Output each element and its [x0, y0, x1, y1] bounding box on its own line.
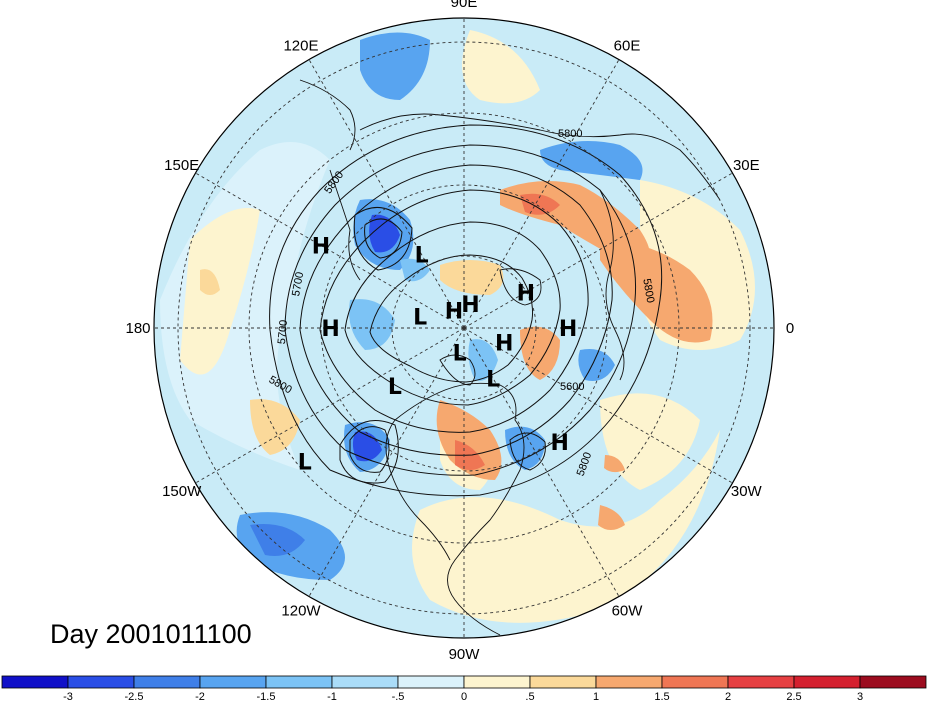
colorbar-label: -2: [195, 691, 205, 702]
colorbar: -3 -2.5 -2 -1.5 -1 -.5 0 .5 1 1.5 2 2.5 3: [1, 675, 927, 702]
colorbar-label: 1: [593, 691, 599, 702]
longitude-label: 90E: [451, 0, 478, 11]
colorbar-label: .5: [525, 691, 534, 702]
longitude-label: 60E: [614, 38, 641, 55]
colorbar-swatch: [199, 675, 267, 689]
low-pressure-marker: L: [486, 367, 500, 392]
high-pressure-marker: H: [312, 234, 330, 259]
longitude-label: 150W: [162, 483, 202, 500]
longitude-labels: 90E 60E 30E 0 30W 60W 90W 120W 150W 180 150E 120E: [125, 0, 794, 663]
colorbar-label: -1: [327, 691, 337, 702]
meridian-line: [463, 59, 620, 329]
colorbar-label: 3: [857, 691, 863, 702]
graticule: [154, 18, 774, 638]
meridian-line: [308, 59, 465, 329]
colorbar-swatch: [1, 675, 69, 689]
meridian-line: [195, 172, 465, 329]
longitude-label: 180: [125, 320, 150, 337]
high-pressure-marker: H: [445, 300, 463, 325]
colorbar-swatch: [331, 675, 399, 689]
longitude-label: 120W: [281, 602, 321, 619]
contour-label: 5600: [560, 381, 584, 393]
contour-label: 5800: [558, 128, 582, 140]
colorbar-swatch: [463, 675, 531, 689]
contour-label: 5800: [640, 278, 656, 304]
map-title: Day 2001011100: [50, 619, 252, 649]
low-pressure-marker: L: [298, 451, 312, 476]
high-pressure-marker: H: [321, 317, 339, 342]
colorbar-label: 2: [725, 691, 731, 702]
colorbar-swatch: [529, 675, 597, 689]
high-pressure-marker: H: [517, 281, 535, 306]
longitude-label: 0: [786, 320, 794, 337]
colorbar-label: -2.5: [125, 691, 144, 702]
colorbar-label: 2.5: [786, 691, 801, 702]
colorbar-label: 1.5: [654, 691, 669, 702]
high-pressure-marker: H: [550, 431, 568, 456]
meridian-line: [195, 327, 465, 484]
colorbar-label: -.5: [392, 691, 405, 702]
longitude-label: 90W: [449, 646, 481, 663]
colorbar-swatch: [265, 675, 333, 689]
meridian-line: [463, 172, 733, 329]
meridian-line: [308, 327, 465, 597]
height-contours: [269, 124, 663, 497]
high-pressure-marker: H: [495, 332, 513, 357]
colorbar-swatch: [859, 675, 927, 689]
colorbar-label: -3: [63, 691, 73, 702]
longitude-label: 60W: [612, 602, 644, 619]
low-pressure-marker: L: [413, 305, 427, 330]
colorbar-swatch: [661, 675, 729, 689]
colorbar-swatch: [133, 675, 201, 689]
colorbar-swatch: [727, 675, 795, 689]
coastlines: [299, 79, 721, 636]
longitude-label: 30W: [731, 483, 763, 500]
high-pressure-marker: H: [461, 293, 479, 318]
low-pressure-marker: L: [415, 244, 429, 269]
meridian-line: [463, 327, 620, 597]
map-boundary: [153, 17, 775, 639]
high-pressure-marker: H: [559, 317, 577, 342]
contour-label: 5700: [290, 271, 306, 297]
colorbar-label: 0: [461, 691, 467, 702]
colorbar-swatch: [793, 675, 861, 689]
longitude-label: 120E: [283, 38, 318, 55]
longitude-label: 30E: [733, 157, 760, 174]
contour-label: 5700: [276, 319, 290, 344]
longitude-label: 150E: [164, 157, 199, 174]
low-pressure-marker: L: [388, 375, 402, 400]
colorbar-label: -1.5: [257, 691, 276, 702]
low-pressure-marker: L: [453, 342, 467, 367]
colorbar-swatch: [67, 675, 135, 689]
colorbar-swatch: [397, 675, 465, 689]
meridian-line: [463, 327, 733, 484]
colorbar-swatch: [595, 675, 663, 689]
